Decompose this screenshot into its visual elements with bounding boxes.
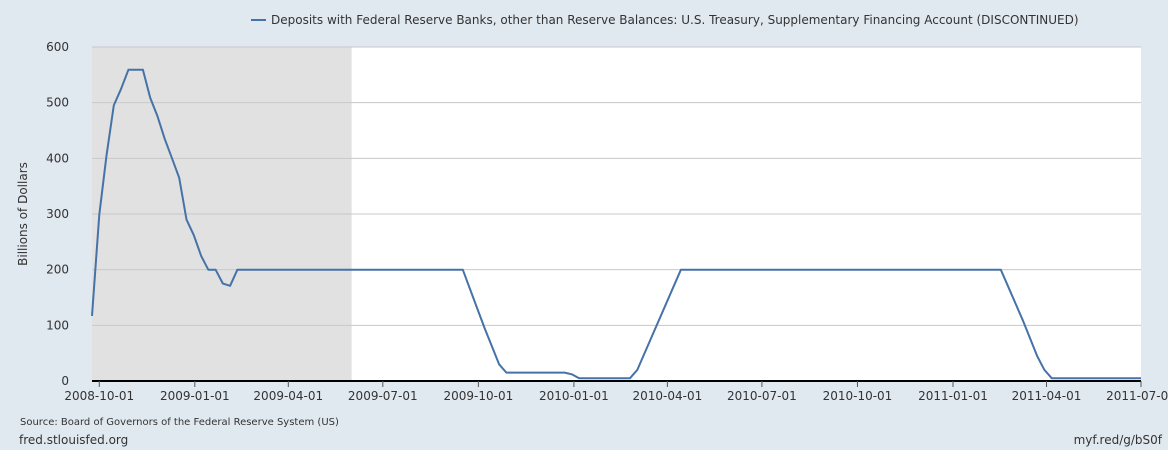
x-tick-label: 2011-04-01 <box>1012 389 1082 403</box>
series-line[interactable] <box>91 68 1141 380</box>
x-tick-label: 2010-01-01 <box>539 389 609 403</box>
y-tick-label: 0 <box>61 374 69 388</box>
y-tick-label: 500 <box>46 96 69 110</box>
x-tick-label: 2009-01-01 <box>160 389 230 403</box>
y-tick-label: 100 <box>46 318 69 332</box>
y-tick-label: 400 <box>46 151 69 165</box>
x-tick-label: 2010-10-01 <box>823 389 893 403</box>
x-tick-label: 2010-07-01 <box>727 389 797 403</box>
x-tick-label: 2009-10-01 <box>443 389 513 403</box>
x-tick-label: 2008-10-01 <box>64 389 134 403</box>
x-tick-label: 2011-07-01 <box>1106 389 1168 403</box>
short-link[interactable]: myf.red/g/bS0f <box>1073 433 1162 447</box>
y-tick-label: 200 <box>46 263 69 277</box>
y-tick-label: 300 <box>46 207 69 221</box>
x-tick-label: 2011-01-01 <box>918 389 988 403</box>
y-axis-title: Billions of Dollars <box>16 162 30 266</box>
x-tick-label: 2009-07-01 <box>348 389 418 403</box>
y-tick-label: 600 <box>46 40 69 54</box>
x-tick-label: 2010-04-01 <box>633 389 703 403</box>
source-note: Source: Board of Governors of the Federa… <box>20 417 339 428</box>
x-tick-label: 2009-04-01 <box>253 389 323 403</box>
site-link[interactable]: fred.stlouisfed.org <box>19 433 129 447</box>
legend-label[interactable]: Deposits with Federal Reserve Banks, oth… <box>271 13 1079 27</box>
